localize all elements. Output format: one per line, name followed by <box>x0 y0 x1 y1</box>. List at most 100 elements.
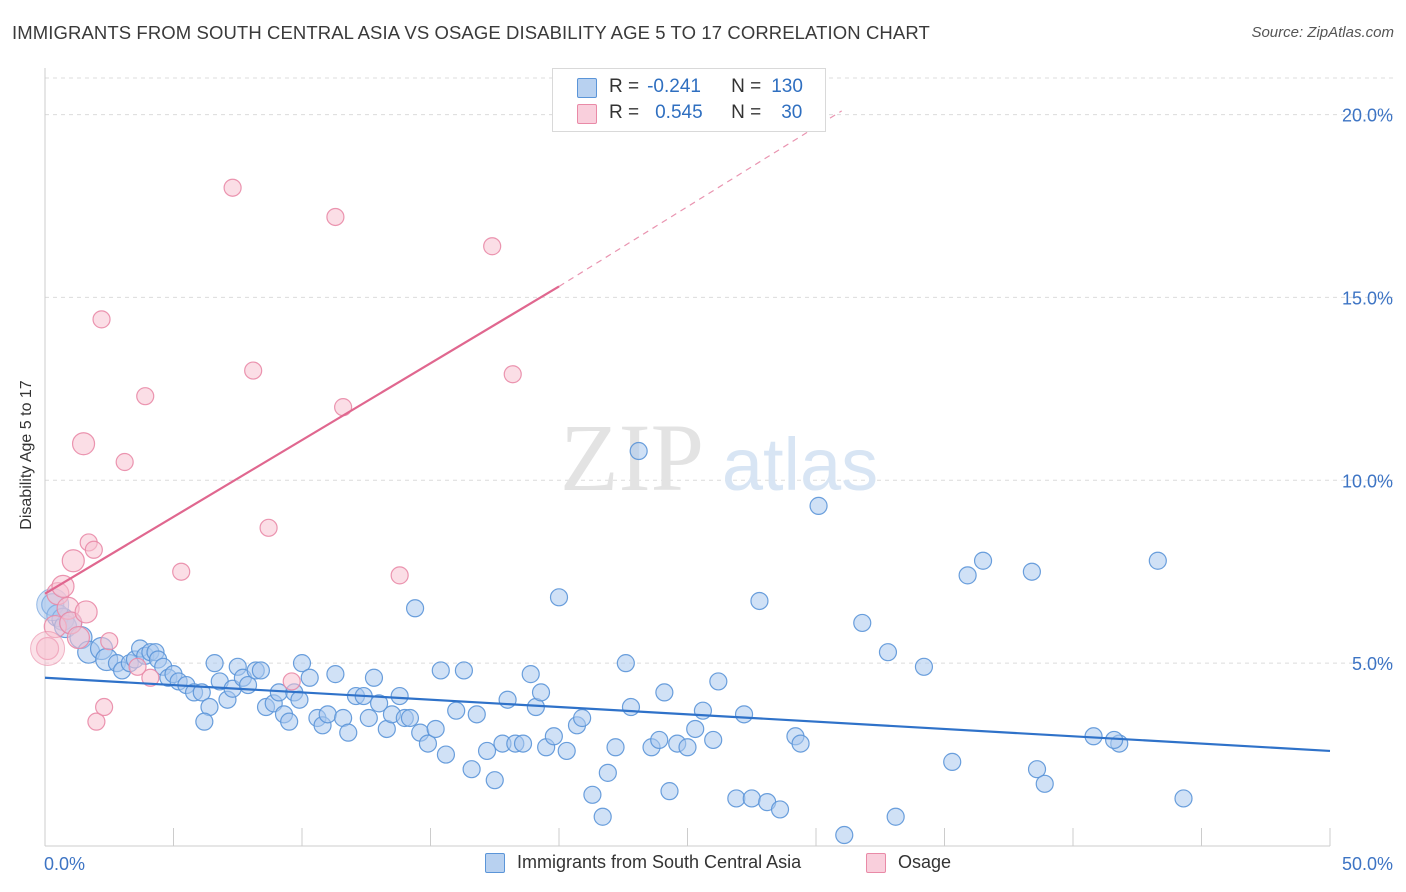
legend-label: Osage <box>898 852 952 872</box>
y-tick-label: 15.0% <box>1342 288 1393 308</box>
point-osage <box>71 432 96 456</box>
watermark: ZIP atlas <box>560 404 878 511</box>
n-value: 30 <box>781 102 803 123</box>
point-immigrants <box>513 734 533 753</box>
r-value: 0.545 <box>655 102 703 123</box>
point-immigrants <box>660 782 679 801</box>
point-immigrants <box>405 599 425 618</box>
point-immigrants <box>750 591 769 611</box>
point-osage <box>503 365 522 384</box>
series-legend: Immigrants from South Central Asia Osage <box>0 850 1406 878</box>
r-label: R = <box>609 102 640 123</box>
legend-item-immigrants: Immigrants from South Central Asia <box>485 852 801 873</box>
n-value: 130 <box>771 76 803 97</box>
point-immigrants <box>400 708 420 728</box>
point-osage-large <box>30 631 66 667</box>
point-immigrants <box>598 763 617 782</box>
x-tick-label: 50.0% <box>1342 854 1393 874</box>
point-immigrants <box>544 727 563 746</box>
y-tick-label: 5.0% <box>1352 654 1393 674</box>
point-osage <box>61 549 85 573</box>
point-osage <box>282 672 301 691</box>
point-osage <box>66 625 91 650</box>
watermark-atlas: atlas <box>722 423 878 506</box>
point-immigrants <box>958 566 977 585</box>
point-immigrants <box>1035 774 1054 793</box>
point-immigrants <box>914 657 934 676</box>
point-immigrants <box>742 789 761 808</box>
point-osage <box>84 540 103 559</box>
point-immigrants <box>454 661 474 680</box>
point-immigrants <box>205 654 224 673</box>
point-immigrants <box>300 668 319 687</box>
source-credit: Source: ZipAtlas.com <box>1251 24 1394 41</box>
point-immigrants <box>447 701 466 720</box>
point-immigrants <box>943 752 962 771</box>
tick-labels: 5.0% 10.0% 15.0% 20.0% 0.0% 50.0% <box>44 106 1393 874</box>
point-immigrants <box>485 771 504 790</box>
trend-line-osage <box>44 285 560 595</box>
point-immigrants <box>292 654 312 673</box>
point-immigrants <box>498 690 517 709</box>
point-immigrants <box>370 694 389 713</box>
point-immigrants <box>809 496 828 515</box>
trend-lines <box>44 110 1331 753</box>
point-osage <box>223 178 242 197</box>
point-immigrants <box>616 654 635 673</box>
n-label: N = <box>731 102 762 123</box>
point-immigrants <box>359 708 378 728</box>
point-osage <box>141 668 160 687</box>
point-immigrants <box>280 712 299 731</box>
chart-title: IMMIGRANTS FROM SOUTH CENTRAL ASIA VS OS… <box>12 22 930 43</box>
point-immigrants <box>192 683 211 702</box>
point-immigrants <box>593 807 612 826</box>
point-osage <box>244 361 263 380</box>
r-value: -0.241 <box>647 76 701 97</box>
point-immigrants <box>886 807 905 826</box>
point-immigrants <box>727 789 746 808</box>
point-immigrants <box>835 825 854 845</box>
point-immigrants <box>709 672 728 691</box>
point-osage <box>100 632 119 651</box>
y-tick-label: 10.0% <box>1342 471 1393 491</box>
point-immigrants <box>251 661 270 680</box>
legend-swatch-pink <box>577 104 597 124</box>
point-immigrants <box>195 712 214 731</box>
watermark-zip: ZIP <box>560 404 704 511</box>
point-immigrants <box>606 738 625 757</box>
point-immigrants <box>557 741 576 761</box>
point-immigrants <box>686 719 705 739</box>
point-osage <box>128 657 147 676</box>
point-immigrants <box>290 690 309 709</box>
point-immigrants <box>791 734 810 753</box>
point-immigrants <box>650 730 669 750</box>
point-immigrants <box>477 741 497 761</box>
point-immigrants <box>878 643 898 662</box>
legend-swatch-blue <box>577 78 597 98</box>
point-osage <box>326 207 345 227</box>
point-immigrants <box>318 705 337 724</box>
point-immigrants <box>462 760 481 779</box>
legend-item-osage: Osage <box>866 852 951 873</box>
point-osage <box>87 712 106 731</box>
correlation-legend: R = -0.241 N = 130 R = 0.545 N = 30 <box>552 68 826 132</box>
point-osage <box>92 310 111 329</box>
point-immigrants <box>390 686 409 706</box>
point-immigrants <box>426 719 445 739</box>
y-axis-label: Disability Age 5 to 17 <box>18 380 35 530</box>
point-immigrants <box>573 708 592 728</box>
point-osage <box>115 452 134 472</box>
point-immigrants <box>1174 789 1193 808</box>
point-immigrants <box>326 665 345 684</box>
point-immigrants <box>339 723 358 742</box>
point-immigrants <box>431 661 450 680</box>
point-osage <box>95 697 114 717</box>
point-osage <box>172 562 191 581</box>
point-immigrants <box>770 800 790 819</box>
point-immigrants <box>1022 562 1041 581</box>
point-immigrants <box>704 730 723 750</box>
r-label: R = <box>609 76 640 97</box>
point-immigrants <box>973 551 993 570</box>
point-immigrants <box>583 785 602 804</box>
